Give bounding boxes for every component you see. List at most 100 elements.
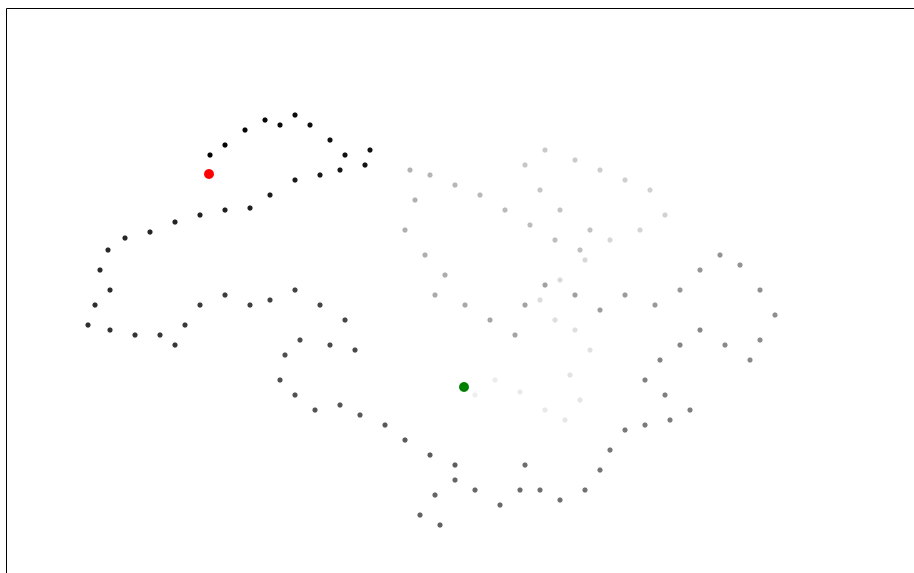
point (537, 187, 543, 193)
point (182, 322, 188, 328)
point (517, 389, 523, 395)
point (487, 317, 493, 323)
point (522, 162, 528, 168)
point (247, 302, 253, 308)
point (552, 317, 558, 323)
point (607, 237, 613, 243)
point (572, 292, 578, 298)
point (537, 297, 543, 303)
point (522, 462, 528, 468)
point (497, 502, 503, 508)
point (222, 292, 228, 298)
point (662, 392, 668, 398)
point (642, 377, 648, 383)
point (452, 477, 458, 483)
point (262, 117, 268, 123)
point (577, 247, 583, 253)
point (297, 337, 303, 343)
point (647, 187, 653, 193)
point (737, 262, 743, 268)
point (157, 332, 163, 338)
point (222, 207, 228, 213)
point (292, 177, 298, 183)
point (277, 377, 283, 383)
point (407, 167, 413, 173)
point (597, 167, 603, 173)
point (427, 452, 433, 458)
point (417, 512, 423, 518)
point (107, 287, 113, 293)
point (367, 147, 373, 153)
point (317, 302, 323, 308)
point (562, 417, 568, 423)
point (607, 447, 613, 453)
point (412, 197, 418, 203)
point (747, 357, 753, 363)
point (642, 422, 648, 428)
point (587, 227, 593, 233)
point (597, 307, 603, 313)
point (267, 297, 273, 303)
point (597, 467, 603, 473)
point (522, 302, 528, 308)
point (557, 277, 563, 283)
point (527, 222, 533, 228)
point (452, 462, 458, 468)
point (327, 342, 333, 348)
point (567, 372, 573, 378)
point (437, 522, 443, 528)
point (97, 267, 103, 273)
point (652, 302, 658, 308)
point (697, 327, 703, 333)
point (557, 207, 563, 213)
point (362, 162, 368, 168)
point (462, 302, 468, 308)
point (337, 402, 343, 408)
point (317, 172, 323, 178)
point (307, 122, 313, 128)
end-point (204, 169, 214, 179)
point (422, 252, 428, 258)
point (677, 287, 683, 293)
point (342, 152, 348, 158)
point (222, 142, 228, 148)
point (622, 427, 628, 433)
point (622, 292, 628, 298)
point (472, 392, 478, 398)
point (582, 257, 588, 263)
point (292, 112, 298, 118)
point (542, 147, 548, 153)
point (772, 312, 778, 318)
point (342, 317, 348, 323)
point (677, 342, 683, 348)
point (292, 392, 298, 398)
point (172, 342, 178, 348)
point (662, 212, 668, 218)
point (542, 407, 548, 413)
point (452, 182, 458, 188)
point (477, 192, 483, 198)
point (277, 122, 283, 128)
point (197, 212, 203, 218)
point (577, 397, 583, 403)
point (537, 487, 543, 493)
point (442, 272, 448, 278)
point (427, 172, 433, 178)
point (107, 327, 113, 333)
point (587, 347, 593, 353)
point (147, 229, 153, 235)
point (572, 157, 578, 163)
point (337, 167, 343, 173)
point (432, 292, 438, 298)
point (512, 332, 518, 338)
point (172, 219, 178, 225)
point (402, 437, 408, 443)
point (722, 342, 728, 348)
start-point (459, 382, 469, 392)
point (267, 192, 273, 198)
point (622, 177, 628, 183)
point (282, 352, 288, 358)
point (582, 487, 588, 493)
point (637, 227, 643, 233)
